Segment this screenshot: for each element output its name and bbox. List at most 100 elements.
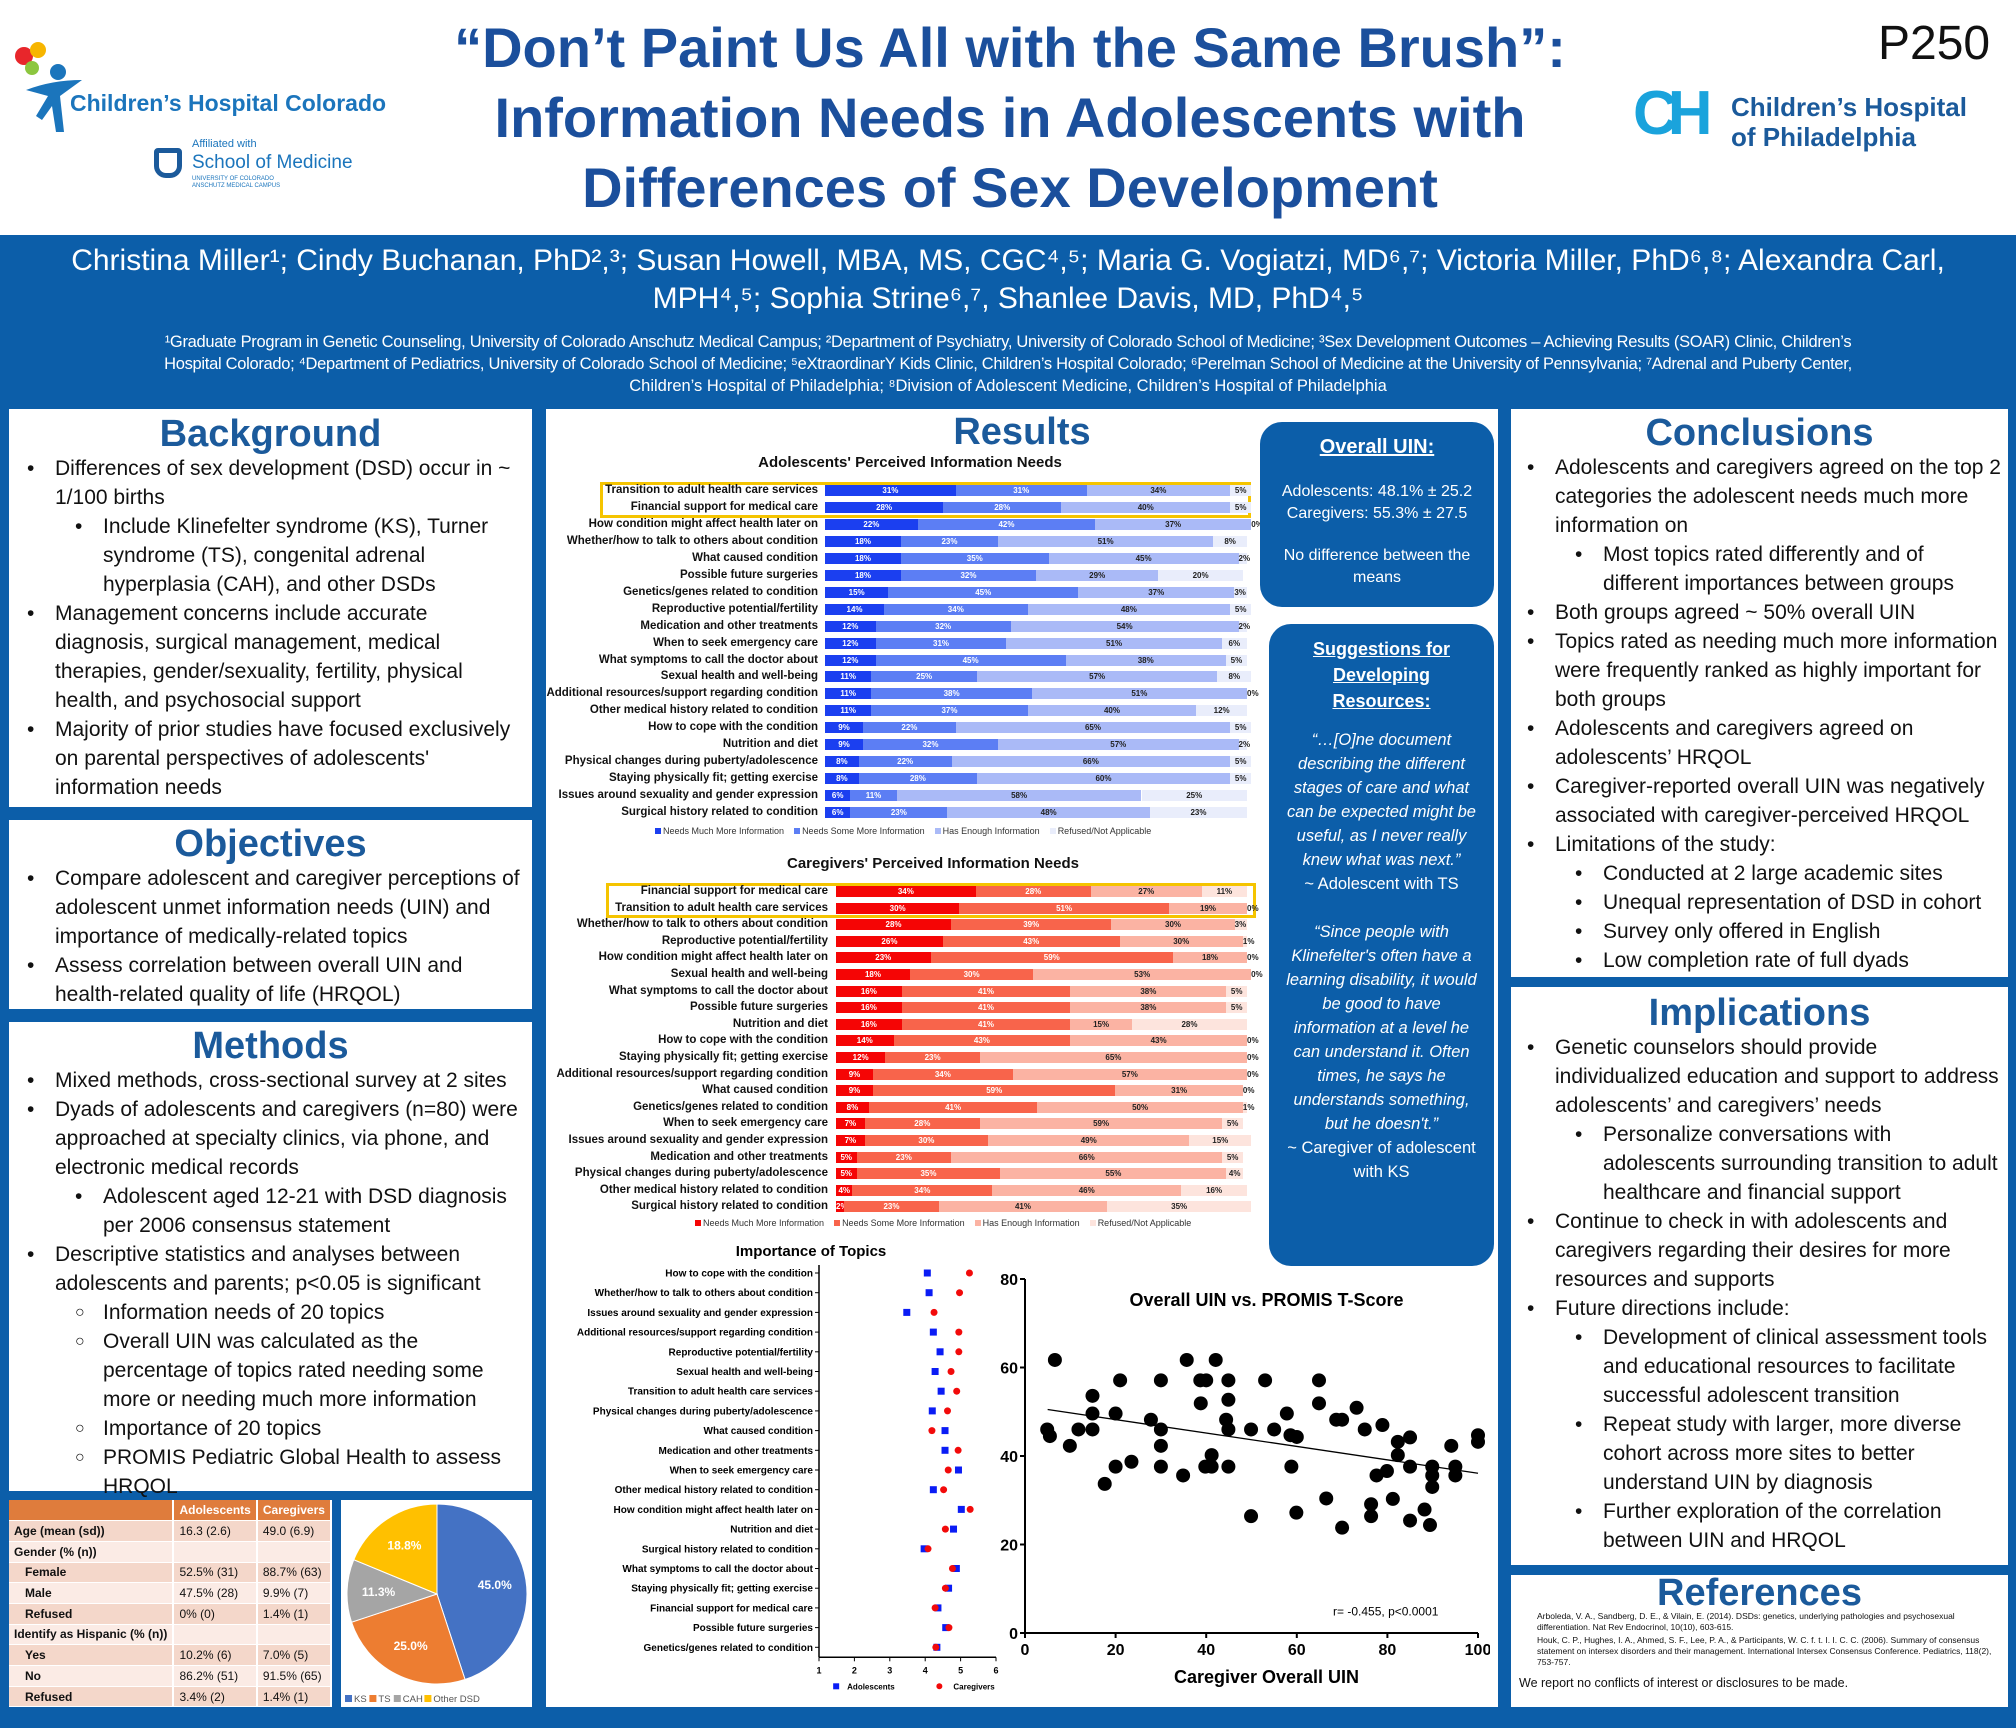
bar-segment-needs-much-more-information: 16%: [836, 1002, 902, 1014]
bar-segment-refused-not-applicable: 5%: [1226, 1002, 1247, 1014]
data-point: [1364, 1497, 1379, 1512]
row-label: Identify as Hispanic (% (n)): [9, 1624, 175, 1646]
adolescent-point: [941, 1446, 949, 1454]
bar-segment-refused-not-applicable: 11%: [1201, 886, 1247, 897]
x-tick-label: 5: [958, 1665, 963, 1675]
adolescent-point: [954, 1466, 962, 1474]
bullet-item: Differences of sex development (DSD) occ…: [17, 454, 524, 512]
bar-segment-needs-much-more-information: 28%: [836, 919, 952, 931]
legend-swatch: [655, 828, 661, 834]
row-value: 47.5% (28): [173, 1582, 258, 1604]
bar-segment-needs-much-more-information: 7%: [836, 1118, 865, 1130]
data-point: [1471, 1434, 1485, 1449]
bar-segment-has-enough-information: 51%: [1006, 637, 1222, 649]
bar-label: Sexual health and well-being: [670, 968, 828, 980]
suggestion-attribution-2: ~ Caregiver of adolescent with KS: [1287, 1139, 1476, 1181]
data-point: [1390, 1448, 1405, 1463]
caregiver-point: [966, 1505, 974, 1513]
caregiver-point: [955, 1348, 963, 1356]
bar-label: What caused condition: [692, 551, 818, 564]
results-title: Results: [953, 411, 1091, 453]
row-value: 88.7% (63): [256, 1562, 333, 1584]
data-point: [1047, 1352, 1062, 1367]
bar-segment-has-enough-information: 30%: [1119, 935, 1243, 947]
bullet-item: Low completion rate of full dyads: [1517, 946, 2002, 975]
legend-label: Refused/Not Applicable: [1057, 826, 1152, 836]
bar-segment-needs-some-more-information: 30%: [909, 969, 1034, 980]
data-point: [1335, 1520, 1350, 1535]
bar-segment-needs-some-more-information: 28%: [864, 1118, 980, 1130]
data-point: [1422, 1518, 1437, 1533]
data-point: [1221, 1422, 1236, 1437]
bar-segment-needs-much-more-information: 6%: [825, 807, 851, 819]
author-band: [0, 235, 2016, 401]
bar-segment-needs-some-more-information: 23%: [850, 807, 948, 819]
chop-mark-icon: CH: [1633, 79, 1713, 148]
bar-segment-refused-not-applicable: 3%: [1234, 919, 1247, 931]
caregiver-point: [947, 1368, 955, 1375]
data-point: [1425, 1479, 1440, 1494]
bar-segment-refused-not-applicable: 35%: [1107, 1201, 1252, 1213]
row-value: [173, 1541, 258, 1563]
bar-segment-has-enough-information: 19%: [1168, 902, 1247, 914]
chco-school: School of Medicine: [192, 152, 353, 173]
category-label: Issues around sexuality and gender expre…: [587, 1308, 813, 1319]
data-point: [1258, 1373, 1273, 1388]
y-tick-label: 60: [1000, 1361, 1018, 1378]
suggestion-attribution-1: ~ Adolescent with TS: [1304, 875, 1459, 893]
bar-segment-has-enough-information: 53%: [1033, 969, 1252, 980]
data-point: [1153, 1422, 1168, 1437]
chco-school-sub: UNIVERSITY OF COLORADO ANSCHUTZ MEDICAL …: [192, 176, 281, 189]
bar-segment-refused-not-applicable: 20%: [1158, 569, 1243, 581]
bar-segment-needs-much-more-information: 2%: [836, 1201, 848, 1213]
bar-segment-needs-much-more-information: 14%: [836, 1035, 894, 1047]
table-row: Female 52.5% (31) 88.7% (63): [9, 1562, 333, 1584]
category-label: Reproductive potential/fertility: [669, 1347, 814, 1358]
legend-label: KS: [354, 1694, 367, 1705]
table-row: Refused 3.4% (2) 1.4% (1): [9, 1686, 333, 1708]
row-value: 91.5% (65): [256, 1665, 333, 1687]
caregiver-point: [944, 1466, 952, 1474]
caregiver-point: [941, 1525, 949, 1533]
bullet-item: Descriptive statistics and analyses betw…: [17, 1240, 524, 1298]
bar-segment-has-enough-information: 55%: [1000, 1168, 1227, 1180]
bar-segment-needs-much-more-information: 18%: [825, 535, 901, 547]
table-row: Identify as Hispanic (% (n)): [9, 1624, 333, 1646]
data-point: [1364, 1509, 1379, 1524]
bar-label: Medication and other treatments: [640, 619, 818, 632]
x-tick-label: 20: [1107, 1642, 1125, 1659]
bar-segment-refused-not-applicable: 2%: [1238, 620, 1251, 632]
bar-segment-needs-much-more-information: 11%: [825, 705, 872, 717]
bar-segment-needs-much-more-information: 5%: [836, 1168, 857, 1180]
bullet-item: Importance of 20 topics: [17, 1414, 524, 1443]
diagnosis-pie-panel: 45.0% 25.0% 11.3% 18.8% KS TS CAH Other DSD: [341, 1500, 532, 1707]
bar-segment-needs-some-more-information: 41%: [901, 985, 1071, 997]
category-label: Surgical history related to condition: [642, 1544, 813, 1555]
bar-segment-needs-much-more-information: 11%: [825, 688, 872, 700]
legend-swatch: [794, 828, 801, 834]
bar-segment-has-enough-information: 58%: [896, 790, 1142, 802]
caregiver-point: [930, 1308, 938, 1316]
caregiver-point: [924, 1545, 932, 1553]
row-value: [256, 1541, 333, 1563]
chart-title: Caregivers' Perceived Information Needs: [786, 855, 1080, 872]
demographics-table-panel: Adolescents Caregivers Age (mean (sd)) 16.3…: [9, 1500, 333, 1708]
bar-label: How condition might affect health later …: [588, 517, 818, 530]
data-point: [1289, 1429, 1304, 1444]
bar-segment-needs-some-more-information: 39%: [951, 919, 1112, 931]
adolescent-point: [925, 1289, 933, 1297]
bar-segment-needs-some-more-information: 35%: [900, 552, 1049, 564]
top-two-highlight-box: [600, 482, 1251, 518]
data-point: [1444, 1438, 1459, 1453]
bar-segment-needs-some-more-information: 45%: [888, 586, 1079, 598]
poster-title-line-1: “Don’t Paint Us All with the Same Brush”…: [454, 16, 1566, 79]
bar-label: Possible future surgeries: [689, 1001, 828, 1014]
bar-segment-needs-much-more-information: 30%: [836, 902, 960, 914]
bar-label: Financial support for medical care: [630, 500, 818, 513]
overall-uin-note: No difference between the means: [1283, 547, 1471, 586]
bar-segment-has-enough-information: 38%: [1065, 654, 1226, 666]
row-value: 9.9% (7): [256, 1582, 333, 1604]
legend-swatch: [1089, 1220, 1096, 1226]
x-tick-label: 60: [1288, 1642, 1306, 1659]
bar-segment-has-enough-information: 51%: [1031, 688, 1247, 700]
